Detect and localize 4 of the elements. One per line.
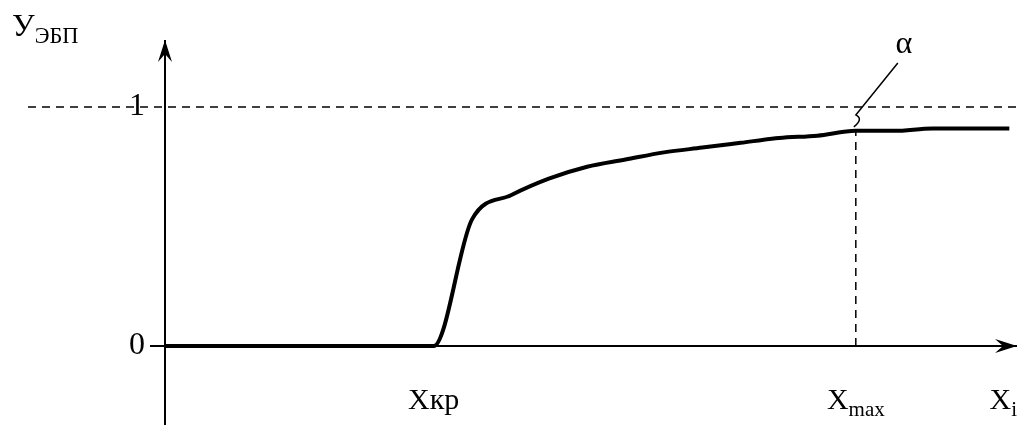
x-tick-label: Xкр — [408, 381, 460, 415]
annotation: α — [895, 24, 913, 61]
y-tick-label: 0 — [129, 325, 145, 362]
y-tick-label: 1 — [129, 86, 145, 123]
